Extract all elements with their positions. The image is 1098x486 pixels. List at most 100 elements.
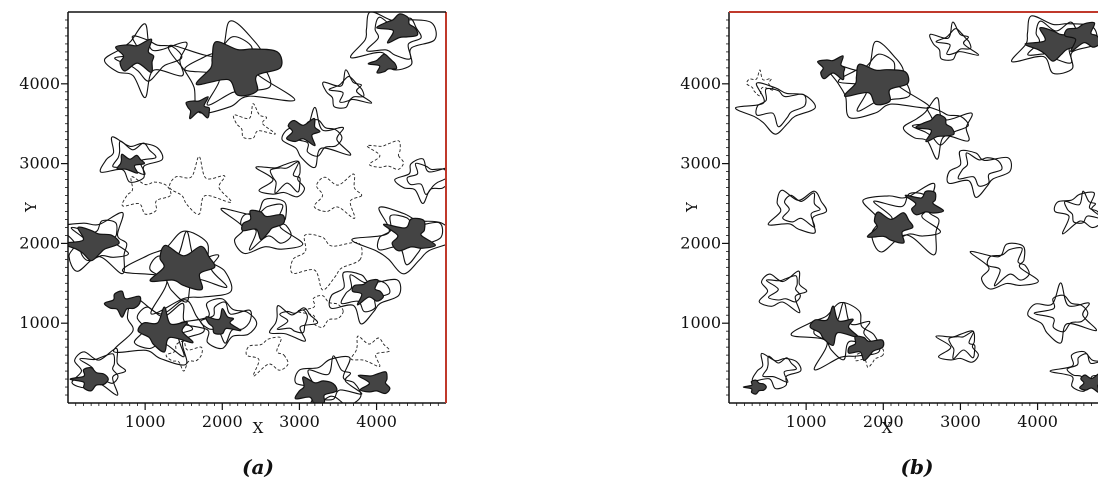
x-tick-label: 1000 [786, 412, 827, 431]
dark-region [376, 13, 419, 44]
x-axis-label: X [253, 419, 264, 437]
solid-contour [767, 189, 828, 234]
dark-region [185, 96, 211, 120]
panel-caption: (a) [242, 455, 274, 479]
solid-contour-inner [1064, 190, 1098, 224]
solid-contour [113, 297, 205, 366]
dark-region [69, 366, 109, 392]
dark-region [809, 305, 859, 346]
panel-a: 1000 2000 3000 4000 1000 2000 3000 4000 X Y (a) [19, 11, 447, 479]
x-tick-label: 4000 [1017, 412, 1058, 431]
solid-contour [268, 305, 319, 342]
y-tick-label: 3000 [19, 154, 60, 173]
solid-contour [1027, 282, 1097, 344]
plot-area [735, 15, 1098, 395]
dark-region [205, 308, 242, 335]
dark-region [866, 211, 914, 244]
x-axis-label: X [882, 419, 893, 437]
y-tick-label: 1000 [680, 313, 721, 332]
x-tick-label: 2000 [202, 412, 243, 431]
solid-contour [122, 230, 233, 315]
solid-contour [735, 82, 816, 135]
solid-contour-inner [112, 140, 157, 176]
solid-contour [946, 149, 1012, 198]
y-tick-label: 2000 [19, 233, 60, 252]
solid-contour-inner [957, 152, 1003, 187]
solid-contour-inner [114, 35, 183, 82]
plot-area [68, 12, 446, 403]
dark-region [241, 209, 286, 241]
solid-contour-inner [935, 28, 972, 56]
dashed-contour [168, 156, 232, 215]
solid-contour [71, 347, 127, 396]
y-axis-label: Y [22, 201, 40, 213]
solid-contour-inner [366, 16, 422, 60]
y-tick-label: 4000 [19, 74, 60, 93]
dark-region [195, 41, 283, 97]
solid-contour-inner [813, 301, 877, 361]
x-tick-label: 2000 [863, 412, 904, 431]
dark-region [103, 290, 142, 318]
dark-region [843, 63, 910, 106]
dark-region [817, 55, 846, 81]
solid-contour-inner [986, 247, 1030, 287]
dark-region [915, 113, 955, 143]
dashed-contour [290, 233, 363, 291]
solid-contour [294, 355, 362, 403]
dark-region [847, 335, 885, 362]
dark-region [149, 244, 216, 291]
dark-region [367, 53, 398, 74]
dashed-contour [854, 344, 885, 368]
y-tick-label: 4000 [680, 74, 721, 93]
dark-region [351, 278, 384, 306]
x-tick-label: 1000 [125, 412, 166, 431]
solid-contour-inner [276, 309, 308, 334]
dark-region [294, 376, 338, 403]
dashed-contour [245, 336, 289, 377]
dashed-contour [165, 340, 203, 372]
solid-contour-inner [765, 275, 801, 303]
dark-region [137, 306, 194, 353]
dashed-contour [313, 173, 363, 219]
solid-contour [167, 20, 296, 114]
dark-region [68, 226, 120, 262]
dashed-contour [121, 176, 172, 215]
x-tick-label: 3000 [279, 412, 320, 431]
solid-contour-inner [406, 162, 446, 195]
dark-region [904, 190, 945, 216]
y-axis-label: Y [683, 201, 701, 213]
dashed-contour [746, 69, 775, 97]
solid-contour-inner [782, 192, 821, 228]
panel-b: 1000 2000 3000 4000 1000 2000 3000 4000 X Y (b) [680, 11, 1098, 479]
y-tick-label: 2000 [680, 233, 721, 252]
panel-caption: (b) [901, 455, 934, 479]
y-tick-label: 3000 [680, 154, 721, 173]
solid-contour-inner [911, 106, 969, 146]
solid-contour-inner [269, 161, 301, 194]
x-tick-label: 4000 [356, 412, 397, 431]
solid-contour-inner [328, 75, 365, 103]
solid-contour [1053, 191, 1098, 235]
solid-contour-inner [200, 301, 252, 344]
solid-contour-inner [1033, 294, 1089, 333]
solid-contour-inner [755, 87, 807, 128]
dark-region [382, 217, 436, 252]
solid-contour [790, 301, 881, 371]
solid-contour [969, 242, 1039, 290]
dark-region [116, 153, 146, 174]
dark-region [1063, 21, 1098, 53]
solid-contour-inner [240, 203, 292, 251]
dark-region [115, 38, 155, 73]
solid-contour [823, 40, 931, 119]
solid-contour-inner [837, 53, 911, 112]
dark-region [1079, 373, 1098, 393]
dark-region [286, 117, 321, 147]
solid-contour [929, 21, 980, 61]
dashed-contour [350, 335, 390, 367]
solid-contour [758, 270, 808, 314]
solid-contour-inner [948, 330, 976, 360]
solid-contour [281, 106, 352, 169]
dark-region [357, 371, 391, 395]
dashed-contour [296, 295, 344, 328]
